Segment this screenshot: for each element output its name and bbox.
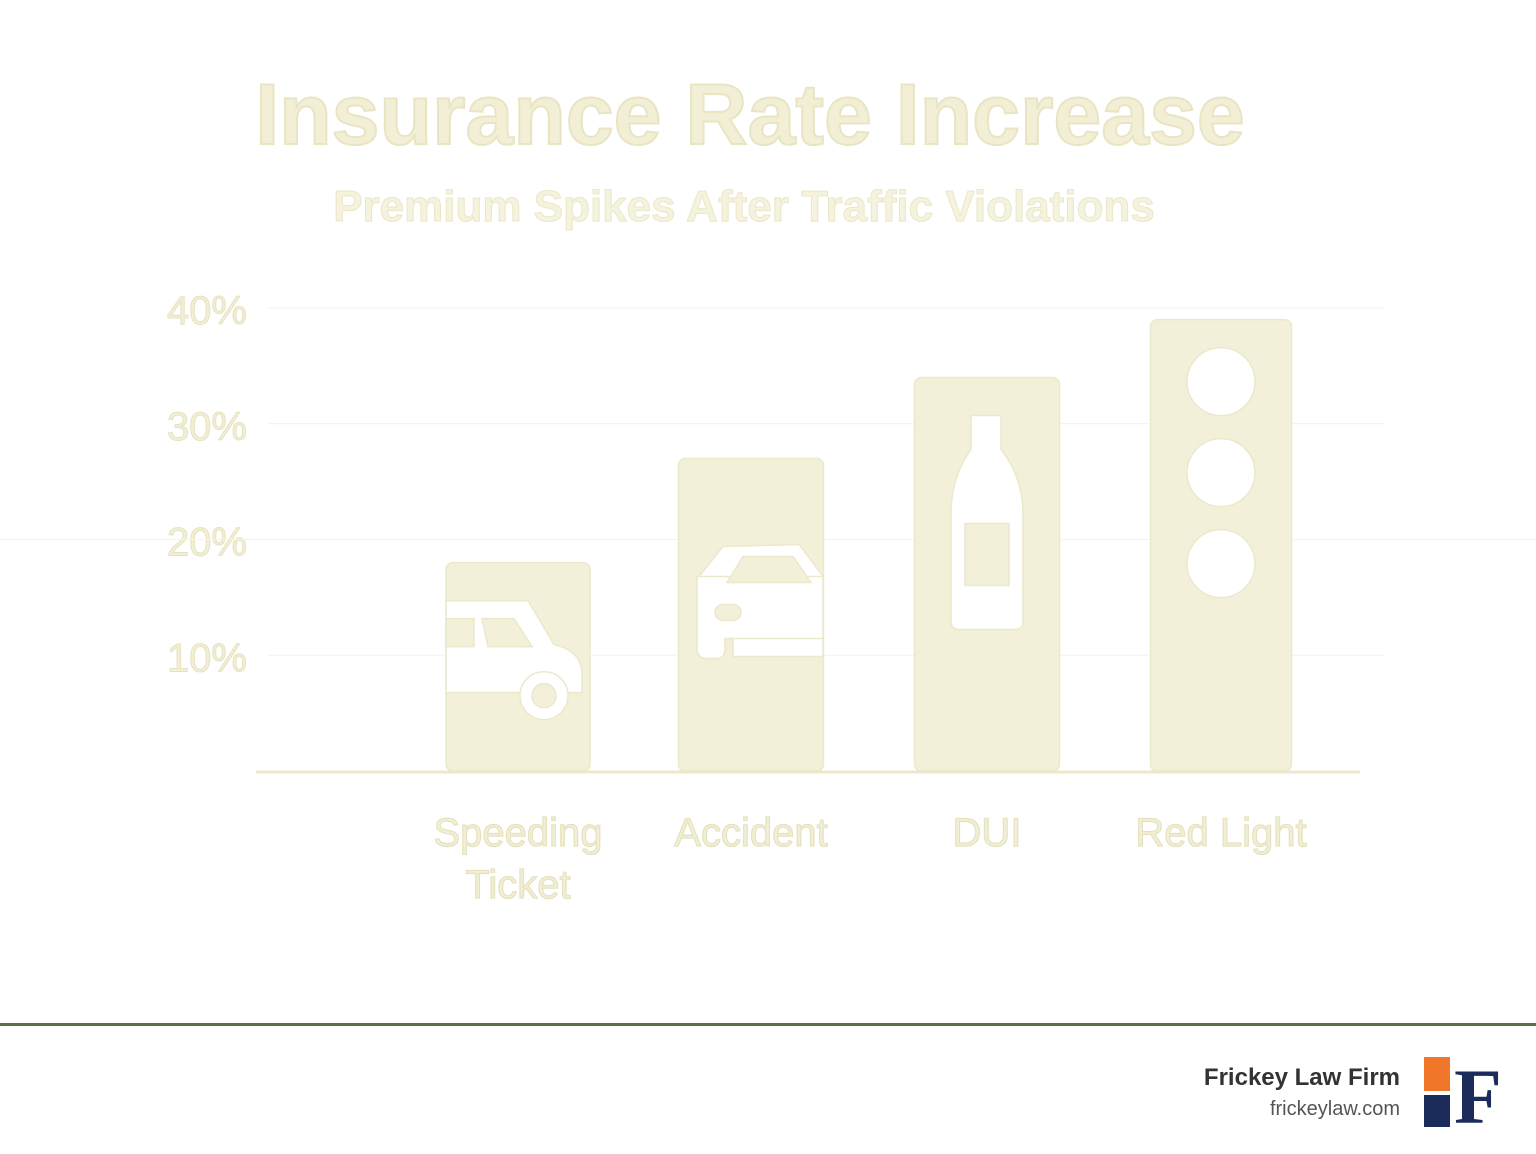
footer-divider [0,1023,1536,1026]
x-category-label: Red Light [1135,811,1306,855]
firm-url[interactable]: frickeylaw.com [1269,1098,1400,1120]
y-tick-label: 30% [167,405,247,449]
x-category-label: Speeding [433,811,602,855]
car-front-icon [696,543,824,660]
bar-chart: 10% 20% 30% 40% Speeding Ticket Accident DUI Red… [0,289,1536,908]
footer: Frickey Law Firm frickeylaw.com F [0,1026,1536,1154]
x-category-label: DUI [953,811,1022,855]
chart-subtitle: Premium Spikes After Traffic Violations [333,182,1156,232]
traffic-light-icon [1186,346,1256,599]
svg-text:F: F [1454,1057,1502,1127]
chart-area: Insurance Rate Increase Premium Spikes A… [0,66,1536,908]
y-tick-label: 40% [167,289,247,333]
y-tick-label: 10% [167,636,247,680]
firm-name: Frickey Law Firm [1203,1064,1400,1091]
y-tick-label: 20% [167,521,247,565]
x-category-label: Ticket [465,863,570,907]
x-category-label: Accident [674,811,827,855]
car-side-icon [445,599,583,721]
chart-title: Insurance Rate Increase [254,66,1246,164]
bottle-icon [950,414,1024,631]
frickey-logo-icon: F [1424,1057,1502,1127]
